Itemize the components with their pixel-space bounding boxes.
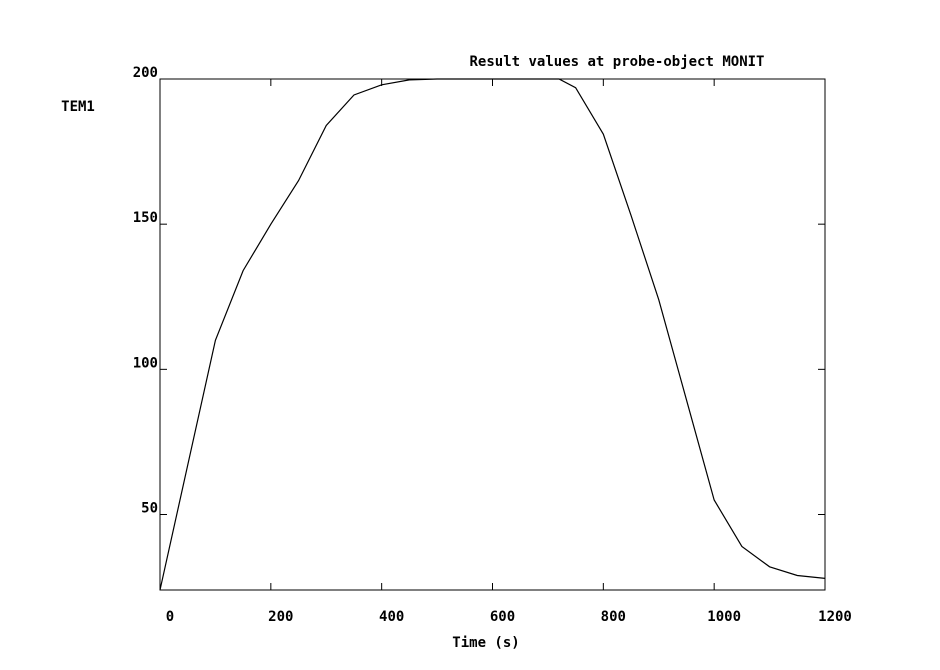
y-tick-label: 50 (141, 501, 158, 517)
chart-title: Result values at probe-object MONIT (469, 54, 764, 70)
x-axis-label: Time (s) (452, 635, 519, 651)
plot-frame (159, 78, 826, 591)
x-tick-label: 1000 (707, 609, 741, 625)
x-tick-label: 400 (379, 609, 404, 625)
data-line (159, 78, 826, 591)
x-tick-label: 0 (166, 609, 174, 625)
y-tick-label: 100 (133, 355, 158, 371)
y-tick-label: 200 (133, 65, 158, 81)
x-tick-label: 1200 (818, 609, 852, 625)
y-tick-label: 150 (133, 210, 158, 226)
x-tick-label: 800 (601, 609, 626, 625)
x-tick-label: 200 (268, 609, 293, 625)
y-axis-label: TEM1 (61, 99, 95, 115)
x-tick-label: 600 (490, 609, 515, 625)
